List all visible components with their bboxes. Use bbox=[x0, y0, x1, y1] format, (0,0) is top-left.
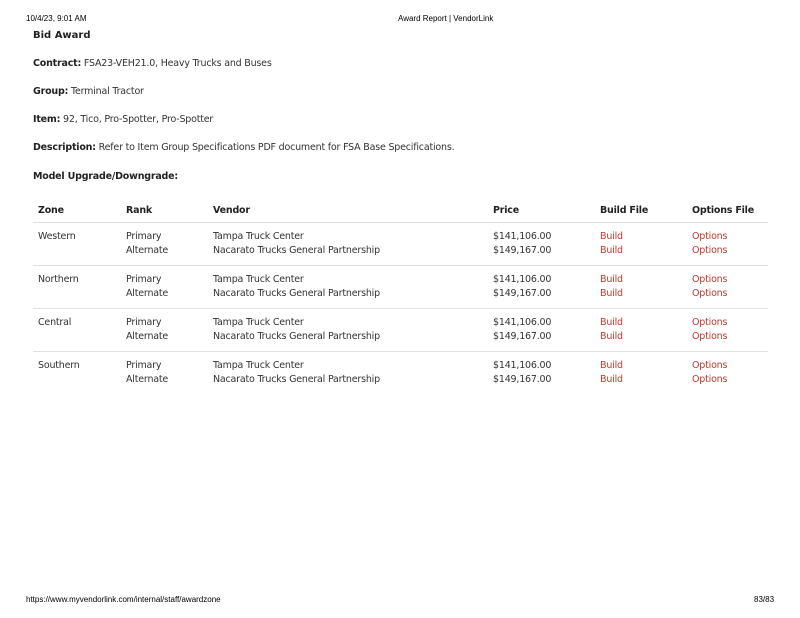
price-column-cell: $141,106.00 $149,167.00 bbox=[488, 352, 595, 395]
group-field: Group: Terminal Tractor bbox=[33, 86, 144, 97]
rank-cell: Alternate bbox=[126, 245, 169, 256]
vendor-cell: Tampa Truck Center bbox=[213, 231, 304, 242]
print-page-number: 83/83 bbox=[754, 595, 775, 604]
rank-column-cell: Primary Alternate bbox=[121, 308, 208, 352]
col-vendor: Vendor bbox=[208, 203, 488, 223]
build-link[interactable]: Build bbox=[600, 331, 623, 342]
options-column-cell: Options Options bbox=[687, 222, 768, 266]
build-link[interactable]: Build bbox=[600, 288, 623, 299]
price-cell: $141,106.00 bbox=[493, 274, 552, 285]
print-url: https://www.myvendorlink.com/internal/st… bbox=[26, 595, 221, 604]
build-column-cell: Build Build bbox=[595, 265, 687, 309]
price-cell: $149,167.00 bbox=[493, 245, 552, 256]
options-link[interactable]: Options bbox=[692, 331, 728, 342]
price-column-cell: $141,106.00 $149,167.00 bbox=[488, 265, 595, 309]
field-value: 92, Tico, Pro-Spotter, Pro-Spotter bbox=[63, 114, 214, 125]
field-label: Group: bbox=[33, 86, 69, 97]
zone-cell: Western bbox=[33, 222, 121, 266]
vendor-cell: Nacarato Trucks General Partnership bbox=[213, 331, 380, 342]
vendor-cell: Nacarato Trucks General Partnership bbox=[213, 245, 380, 256]
print-datetime: 10/4/23, 9:01 AM bbox=[26, 14, 87, 23]
item-field: Item: 92, Tico, Pro-Spotter, Pro-Spotter bbox=[33, 114, 213, 125]
table-row: Western Primary Alternate Tampa Truck Cente… bbox=[33, 222, 768, 266]
rank-column-cell: Primary Alternate bbox=[121, 265, 208, 309]
build-link[interactable]: Build bbox=[600, 317, 623, 328]
vendor-column-cell: Tampa Truck Center Nacarato Trucks Genera… bbox=[208, 352, 488, 395]
vendor-cell: Nacarato Trucks General Partnership bbox=[213, 288, 380, 299]
page-title: Bid Award bbox=[33, 30, 91, 41]
print-page-title: Award Report | VendorLink bbox=[398, 14, 494, 23]
price-cell: $141,106.00 bbox=[493, 360, 552, 371]
options-link[interactable]: Options bbox=[692, 317, 728, 328]
vendor-column-cell: Tampa Truck Center Nacarato Trucks Genera… bbox=[208, 308, 488, 352]
options-link[interactable]: Options bbox=[692, 360, 728, 371]
col-zone: Zone bbox=[33, 203, 121, 223]
rank-cell: Primary bbox=[126, 360, 162, 371]
options-link[interactable]: Options bbox=[692, 245, 728, 256]
zone-name: Western bbox=[38, 231, 76, 242]
description-field: Description: Refer to Item Group Specifi… bbox=[33, 142, 455, 153]
contract-field: Contract: FSA23-VEH21.0, Heavy Trucks an… bbox=[33, 58, 272, 69]
field-label: Contract: bbox=[33, 58, 82, 69]
col-price: Price bbox=[488, 203, 595, 223]
col-rank: Rank bbox=[121, 203, 208, 223]
rank-cell: Primary bbox=[126, 231, 162, 242]
vendor-cell: Tampa Truck Center bbox=[213, 274, 304, 285]
field-label: Item: bbox=[33, 114, 61, 125]
price-cell: $149,167.00 bbox=[493, 374, 552, 385]
price-cell: $149,167.00 bbox=[493, 288, 552, 299]
vendor-cell: Nacarato Trucks General Partnership bbox=[213, 374, 380, 385]
table-row: Southern Primary Alternate Tampa Truck Cent… bbox=[33, 352, 768, 395]
col-options-file: Options File bbox=[687, 203, 768, 223]
price-cell: $141,106.00 bbox=[493, 317, 552, 328]
vendor-cell: Tampa Truck Center bbox=[213, 317, 304, 328]
rank-cell: Primary bbox=[126, 274, 162, 285]
price-cell: $149,167.00 bbox=[493, 331, 552, 342]
table-row: Northern Primary Alternate Tampa Truck Cent… bbox=[33, 265, 768, 309]
table-row: Central Primary Alternate Tampa Truck Cente… bbox=[33, 308, 768, 352]
build-link[interactable]: Build bbox=[600, 374, 623, 385]
build-link[interactable]: Build bbox=[600, 274, 623, 285]
options-column-cell: Options Options bbox=[687, 308, 768, 352]
field-value: Refer to Item Group Specifications PDF d… bbox=[98, 142, 455, 153]
rank-column-cell: Primary Alternate bbox=[121, 222, 208, 266]
rank-column-cell: Primary Alternate bbox=[121, 352, 208, 395]
build-column-cell: Build Build bbox=[595, 352, 687, 395]
price-column-cell: $141,106.00 $149,167.00 bbox=[488, 222, 595, 266]
options-column-cell: Options Options bbox=[687, 265, 768, 309]
options-link[interactable]: Options bbox=[692, 288, 728, 299]
build-link[interactable]: Build bbox=[600, 360, 623, 371]
zone-cell: Southern bbox=[33, 352, 121, 395]
price-column-cell: $141,106.00 $149,167.00 bbox=[488, 308, 595, 352]
options-column-cell: Options Options bbox=[687, 352, 768, 395]
build-column-cell: Build Build bbox=[595, 222, 687, 266]
build-column-cell: Build Build bbox=[595, 308, 687, 352]
field-label: Model Upgrade/Downgrade: bbox=[33, 171, 179, 182]
field-value: Terminal Tractor bbox=[71, 86, 144, 97]
table-header-row: Zone Rank Vendor Price Build File Option… bbox=[33, 203, 768, 223]
col-build-file: Build File bbox=[595, 203, 687, 223]
zone-cell: Northern bbox=[33, 265, 121, 309]
vendor-column-cell: Tampa Truck Center Nacarato Trucks Genera… bbox=[208, 222, 488, 266]
options-link[interactable]: Options bbox=[692, 274, 728, 285]
zone-name: Southern bbox=[38, 360, 80, 371]
award-table: Zone Rank Vendor Price Build File Option… bbox=[33, 203, 768, 394]
options-link[interactable]: Options bbox=[692, 374, 728, 385]
zone-cell: Central bbox=[33, 308, 121, 352]
rank-cell: Primary bbox=[126, 317, 162, 328]
build-link[interactable]: Build bbox=[600, 245, 623, 256]
field-label: Description: bbox=[33, 142, 96, 153]
zone-name: Northern bbox=[38, 274, 79, 285]
rank-cell: Alternate bbox=[126, 331, 169, 342]
field-value: FSA23-VEH21.0, Heavy Trucks and Buses bbox=[83, 58, 272, 69]
build-link[interactable]: Build bbox=[600, 231, 623, 242]
price-cell: $141,106.00 bbox=[493, 231, 552, 242]
model-upgrade-field: Model Upgrade/Downgrade: bbox=[33, 171, 178, 182]
vendor-column-cell: Tampa Truck Center Nacarato Trucks Genera… bbox=[208, 265, 488, 309]
zone-name: Central bbox=[38, 317, 72, 328]
options-link[interactable]: Options bbox=[692, 231, 728, 242]
rank-cell: Alternate bbox=[126, 288, 169, 299]
vendor-cell: Tampa Truck Center bbox=[213, 360, 304, 371]
rank-cell: Alternate bbox=[126, 374, 169, 385]
